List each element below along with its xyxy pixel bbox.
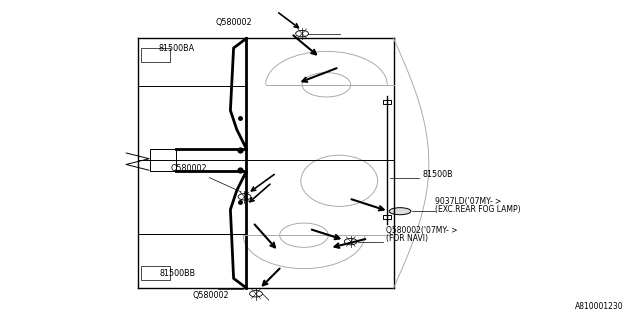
- Text: A810001230: A810001230: [575, 302, 624, 311]
- Bar: [383, 215, 391, 219]
- Text: (FOR NAVI): (FOR NAVI): [386, 234, 428, 243]
- Text: Q580002: Q580002: [192, 291, 228, 300]
- Text: 81500BA: 81500BA: [159, 44, 195, 53]
- Bar: [141, 48, 170, 62]
- Bar: [383, 100, 391, 104]
- Text: Q580002: Q580002: [216, 18, 252, 27]
- Text: (EXC.REAR FOG LAMP): (EXC.REAR FOG LAMP): [435, 205, 521, 214]
- Text: 9037LD('07MY- >: 9037LD('07MY- >: [435, 197, 502, 206]
- Text: Q580002('07MY- >: Q580002('07MY- >: [386, 226, 458, 235]
- Text: Q580002: Q580002: [171, 164, 207, 173]
- Bar: [150, 149, 176, 171]
- Bar: [141, 266, 170, 280]
- Ellipse shape: [389, 208, 411, 215]
- Text: 81500BB: 81500BB: [160, 269, 196, 278]
- Text: 81500B: 81500B: [422, 170, 453, 179]
